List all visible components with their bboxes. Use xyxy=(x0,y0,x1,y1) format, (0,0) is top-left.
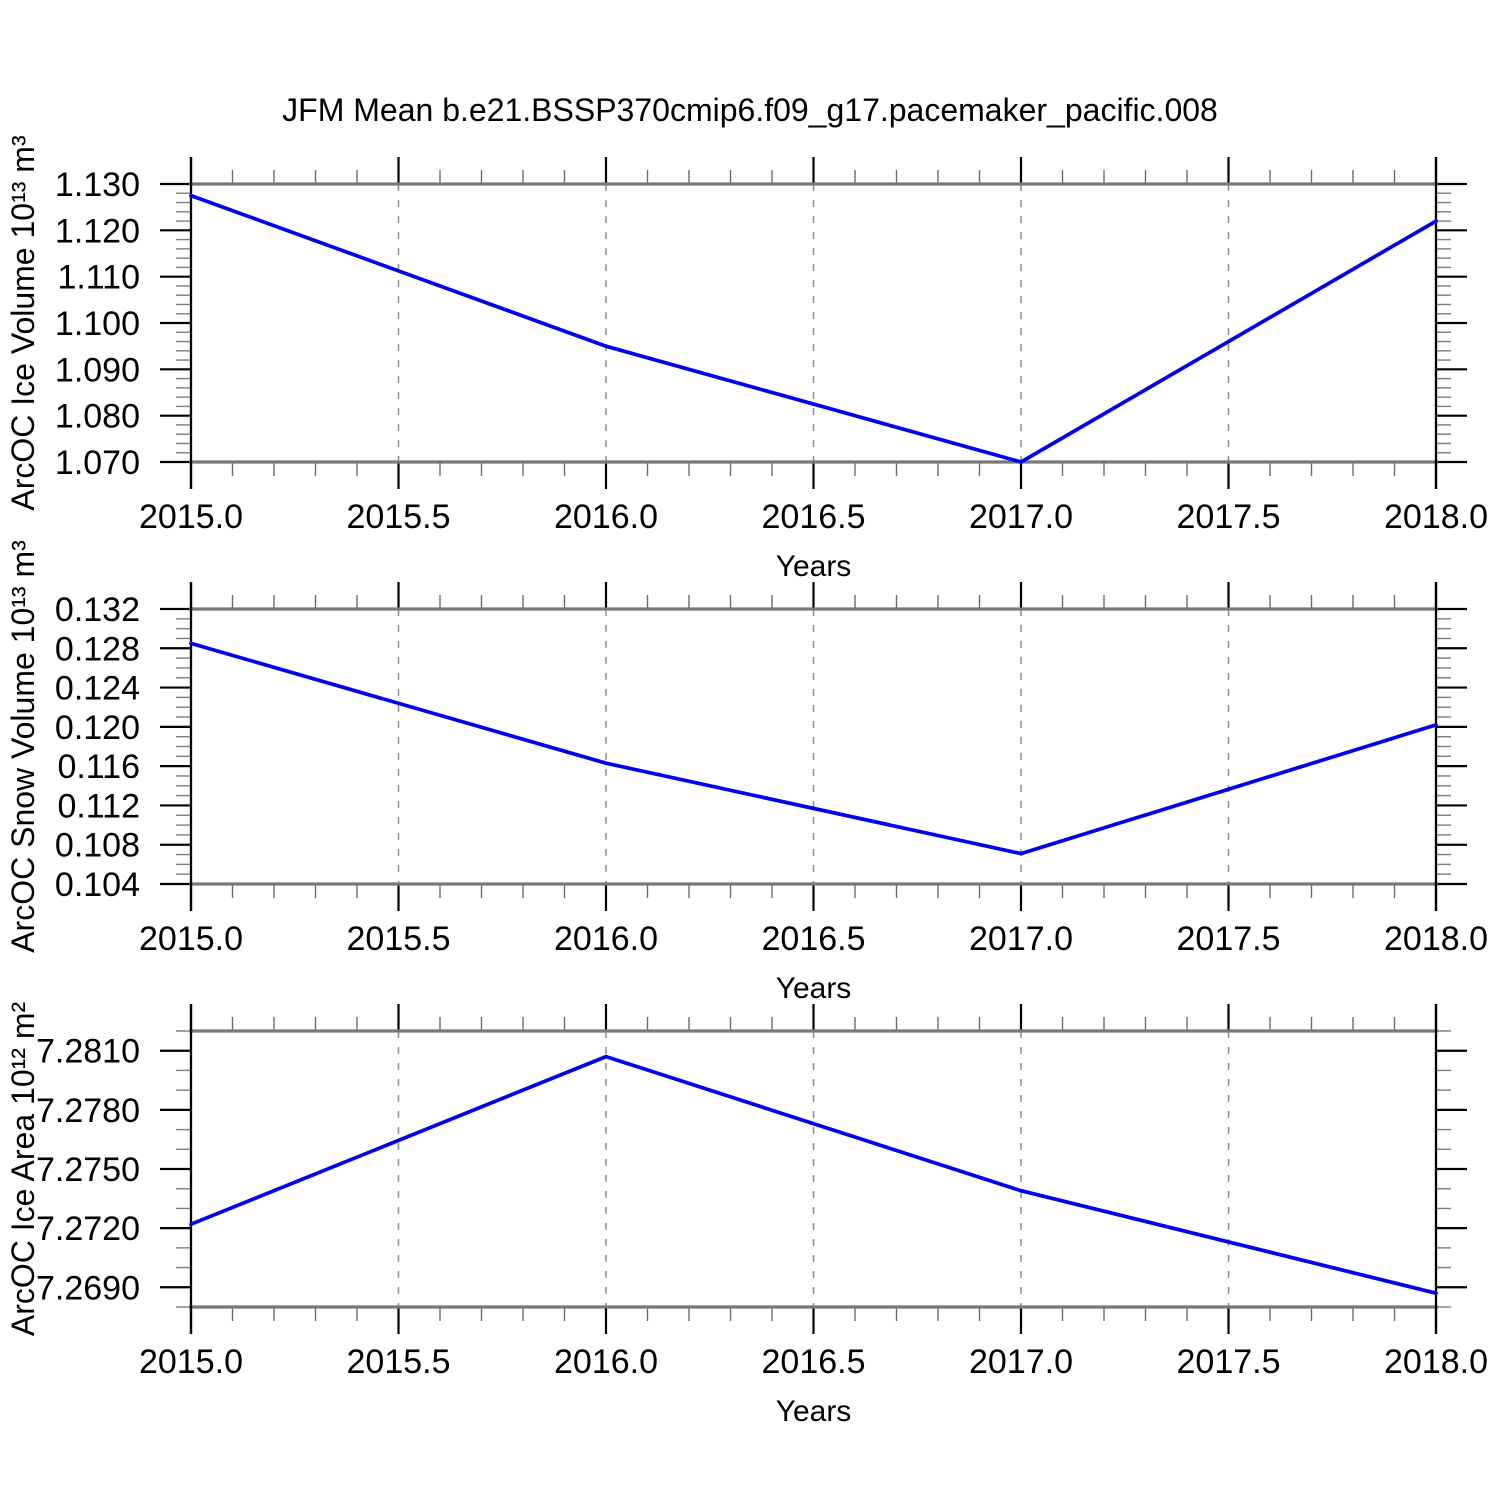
y-tick-label: 0.112 xyxy=(57,787,140,825)
data-line-ice-volume xyxy=(189,193,1438,464)
x-tick-label: 2016.5 xyxy=(762,1343,866,1381)
y-axis-title: ArcOC Ice Area 10¹² m² xyxy=(5,1002,41,1337)
x-tick-label: 2015.5 xyxy=(347,1343,451,1381)
x-tick-label: 2015.5 xyxy=(347,498,451,536)
y-tick-label: 7.2720 xyxy=(36,1210,140,1248)
y-tick-label: 0.116 xyxy=(57,748,140,786)
plot-frame xyxy=(189,1004,1438,1334)
y-tick-label: 1.130 xyxy=(55,166,140,204)
y-tick-label: 0.104 xyxy=(55,866,140,904)
plot-frame xyxy=(189,582,1438,911)
y-tick-label: 7.2690 xyxy=(36,1269,140,1307)
x-tick-label: 2015.0 xyxy=(139,1343,243,1381)
x-tick-label: 2015.0 xyxy=(139,920,243,958)
x-tick-label: 2018.0 xyxy=(1384,498,1488,536)
y-tick-label: 1.070 xyxy=(55,444,140,482)
gridlines xyxy=(397,184,1230,462)
x-tick-label: 2016.0 xyxy=(554,1343,658,1381)
gridlines xyxy=(397,1031,1230,1307)
y-tick-label: 7.2810 xyxy=(36,1033,140,1071)
x-axis-title: Years xyxy=(776,550,852,583)
axis-labels: 2015.0 2015.5 2016.0 2016.5 2017.0 2017.5 2018… xyxy=(5,135,1488,583)
x-axis-title: Years xyxy=(776,972,852,1005)
panel-snow-volume: 2015.0 2015.5 2016.0 2016.5 2017.0 2017.5 2018… xyxy=(5,540,1488,1005)
y-tick-label: 1.100 xyxy=(55,305,140,343)
x-tick-label: 2017.0 xyxy=(969,1343,1073,1381)
x-tick-label: 2017.5 xyxy=(1177,1343,1281,1381)
ticks xyxy=(160,582,1467,911)
y-tick-label: 0.108 xyxy=(55,827,140,865)
y-tick-label: 7.2780 xyxy=(36,1092,140,1130)
x-tick-label: 2016.5 xyxy=(762,498,866,536)
x-tick-label: 2016.0 xyxy=(554,920,658,958)
axis-labels: 2015.0 2015.5 2016.0 2016.5 2017.0 2017.5 2018… xyxy=(5,540,1488,1005)
panel-ice-volume: 2015.0 2015.5 2016.0 2016.5 2017.0 2017.5 2018… xyxy=(5,135,1488,583)
gridlines xyxy=(397,609,1230,884)
x-tick-label: 2017.0 xyxy=(969,920,1073,958)
y-tick-label: 0.120 xyxy=(55,709,140,747)
x-axis-title: Years xyxy=(776,1395,852,1428)
y-tick-label: 0.128 xyxy=(55,630,140,668)
x-tick-label: 2017.5 xyxy=(1177,498,1281,536)
ticks xyxy=(160,157,1467,489)
plot-frame xyxy=(189,157,1438,489)
x-tick-label: 2018.0 xyxy=(1384,920,1488,958)
y-tick-label: 1.120 xyxy=(55,212,140,250)
y-tick-label: 7.2750 xyxy=(36,1151,140,1189)
y-tick-label: 0.124 xyxy=(55,670,140,708)
y-tick-label: 1.080 xyxy=(55,398,140,436)
y-axis-title: ArcOC Ice Volume 10¹³ m³ xyxy=(5,135,41,511)
x-tick-label: 2015.0 xyxy=(139,498,243,536)
y-axis-title: ArcOC Snow Volume 10¹³ m³ xyxy=(5,540,41,953)
x-tick-label: 2016.0 xyxy=(554,498,658,536)
axis-labels: 2015.0 2015.5 2016.0 2016.5 2017.0 2017.5 2018… xyxy=(5,1002,1488,1428)
x-tick-label: 2016.5 xyxy=(762,920,866,958)
x-tick-label: 2017.0 xyxy=(969,498,1073,536)
data-line-ice-area xyxy=(189,1054,1438,1296)
x-tick-label: 2017.5 xyxy=(1177,920,1281,958)
x-tick-label: 2018.0 xyxy=(1384,1343,1488,1381)
panel-ice-area: 2015.0 2015.5 2016.0 2016.5 2017.0 2017.5 2018… xyxy=(5,1002,1488,1428)
chart-title: JFM Mean b.e21.BSSP370cmip6.f09_g17.pace… xyxy=(282,92,1218,128)
y-tick-label: 1.110 xyxy=(57,259,140,297)
x-tick-label: 2015.5 xyxy=(347,920,451,958)
y-tick-label: 0.132 xyxy=(55,591,140,629)
data-line-snow-volume xyxy=(189,641,1438,856)
y-tick-label: 1.090 xyxy=(55,351,140,389)
